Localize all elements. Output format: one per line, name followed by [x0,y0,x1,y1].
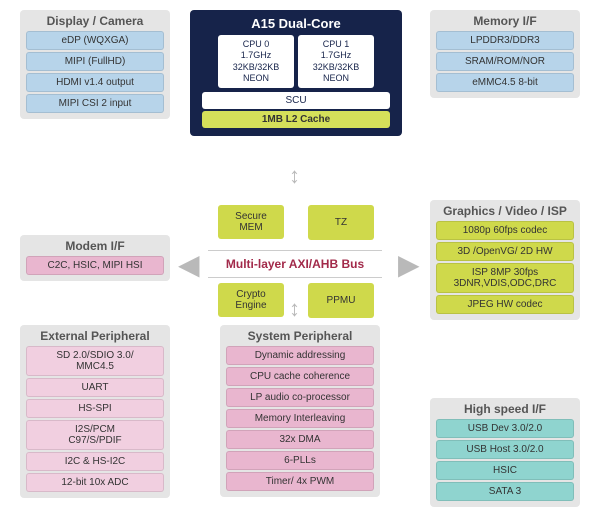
graphics-item: ISP 8MP 30fps 3DNR,VDIS,ODC,DRC [436,263,574,293]
core1-ext: NEON [304,73,368,84]
hs-title: High speed I/F [436,402,574,416]
external-title: External Peripheral [26,329,164,343]
arrow-left-icon: ◀ [178,251,200,279]
memory-item: eMMC4.5 8-bit [436,73,574,92]
external-block: External Peripheral SD 2.0/SDIO 3.0/ MMC4… [20,325,170,498]
modem-title: Modem I/F [26,239,164,253]
ppmu-box: PPMU [308,283,374,318]
arrow-right-icon: ▶ [398,251,420,279]
system-item: Dynamic addressing [226,346,374,365]
memory-item: SRAM/ROM/NOR [436,52,574,71]
cpu-title: A15 Dual-Core [196,14,396,35]
external-item: SD 2.0/SDIO 3.0/ MMC4.5 [26,346,164,376]
graphics-item: 1080p 60fps codec [436,221,574,240]
core0-freq: 1.7GHz [224,50,288,61]
hs-block: High speed I/F USB Dev 3.0/2.0 USB Host 3.… [430,398,580,507]
external-item: HS-SPI [26,399,164,418]
system-title: System Peripheral [226,329,374,343]
system-block: System Peripheral Dynamic addressing CPU c… [220,325,380,497]
memory-item: LPDDR3/DDR3 [436,31,574,50]
hs-item: USB Host 3.0/2.0 [436,440,574,459]
scu-label: SCU [202,92,390,109]
external-item: I2C & HS-I2C [26,452,164,471]
external-item: UART [26,378,164,397]
cpu-core-1: CPU 1 1.7GHz 32KB/32KB NEON [298,35,374,88]
system-item: Memory Interleaving [226,409,374,428]
secure-mem-box: Secure MEM [218,205,284,239]
system-item: Timer/ 4x PWM [226,472,374,491]
graphics-item: 3D /OpenVG/ 2D HW [436,242,574,261]
system-item: 32x DMA [226,430,374,449]
graphics-block: Graphics / Video / ISP 1080p 60fps codec 3… [430,200,580,320]
bus-label: Multi-layer AXI/AHB Bus [208,250,382,278]
display-item: HDMI v1.4 output [26,73,164,92]
system-item: CPU cache coherence [226,367,374,386]
memory-title: Memory I/F [436,14,574,28]
modem-block: Modem I/F C2C, HSIC, MIPI HSI [20,235,170,281]
l2-cache-label: 1MB L2 Cache [202,111,390,128]
graphics-title: Graphics / Video / ISP [436,204,574,218]
memory-block: Memory I/F LPDDR3/DDR3 SRAM/ROM/NOR eMMC4.5… [430,10,580,98]
hs-item: SATA 3 [436,482,574,501]
cpu-block: A15 Dual-Core CPU 0 1.7GHz 32KB/32KB NEO… [190,10,402,136]
tz-box: TZ [308,205,374,240]
graphics-item: JPEG HW codec [436,295,574,314]
core1-cache: 32KB/32KB [304,62,368,73]
display-item: MIPI (FullHD) [26,52,164,71]
hs-item: HSIC [436,461,574,480]
cpu-cores: CPU 0 1.7GHz 32KB/32KB NEON CPU 1 1.7GHz… [196,35,396,88]
core0-ext: NEON [224,73,288,84]
core0-name: CPU 0 [224,39,288,50]
system-item: 6-PLLs [226,451,374,470]
modem-item: C2C, HSIC, MIPI HSI [26,256,164,275]
system-item: LP audio co-processor [226,388,374,407]
external-item: 12-bit 10x ADC [26,473,164,492]
display-title: Display / Camera [26,14,164,28]
core0-cache: 32KB/32KB [224,62,288,73]
display-block: Display / Camera eDP (WQXGA) MIPI (FullHD)… [20,10,170,119]
arrow-up-icon: ↕ [289,165,300,187]
crypto-box: Crypto Engine [218,283,284,317]
cpu-core-0: CPU 0 1.7GHz 32KB/32KB NEON [218,35,294,88]
display-item: MIPI CSI 2 input [26,94,164,113]
display-item: eDP (WQXGA) [26,31,164,50]
hs-item: USB Dev 3.0/2.0 [436,419,574,438]
external-item: I2S/PCM C97/S/PDIF [26,420,164,450]
core1-freq: 1.7GHz [304,50,368,61]
arrow-down-icon: ↕ [289,298,300,320]
core1-name: CPU 1 [304,39,368,50]
